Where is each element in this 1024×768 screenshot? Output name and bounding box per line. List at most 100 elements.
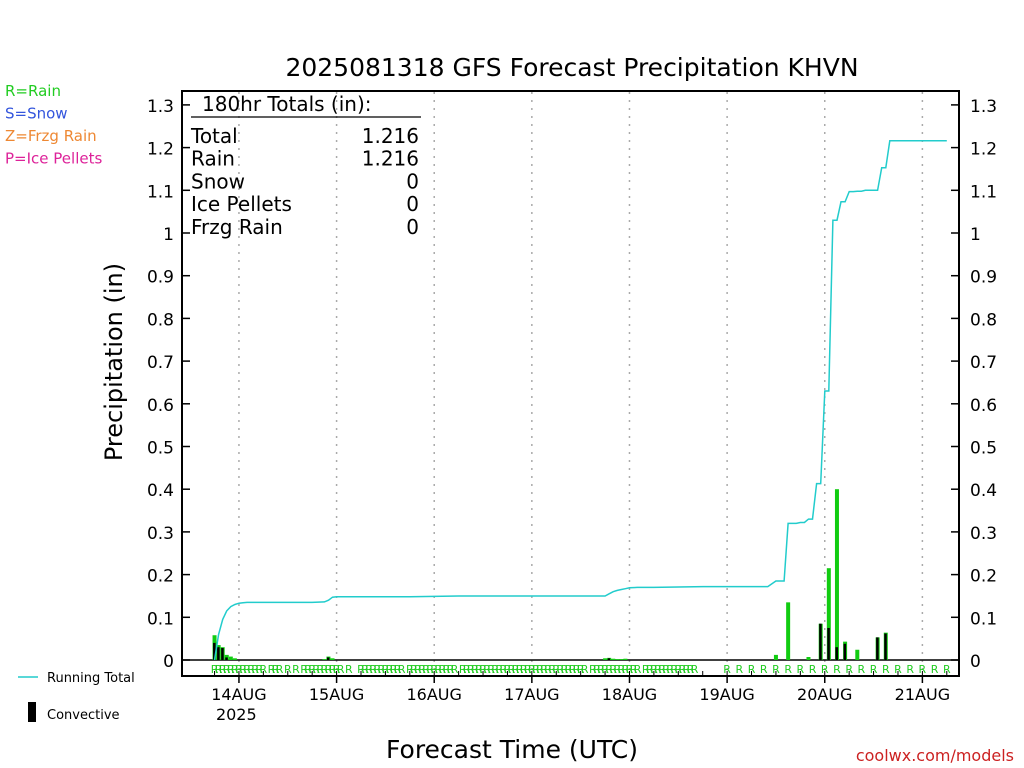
legend-entry: P=Ice Pellets (5, 150, 102, 168)
rain-marker: R (605, 663, 613, 676)
rain-marker: R (500, 663, 508, 676)
rain-marker: R (504, 663, 512, 676)
rain-marker: R (345, 663, 353, 676)
rain-marker: R (211, 663, 219, 676)
rain-marker: R (646, 663, 654, 676)
rain-marker: R (451, 663, 459, 676)
rain-marker: R (552, 663, 560, 676)
precip-type-legend: R=Rain S=Snow Z=Frzg Rain P=Ice Pellets (5, 82, 102, 168)
y-tick-label: 0.6 (970, 396, 997, 416)
totals-row-value: 1.216 (362, 124, 419, 148)
y-tick-label: 0.6 (147, 396, 174, 416)
totals-box: 180hr Totals (in): Total 1.216 Rain 1.216 Sn… (190, 92, 421, 239)
rain-marker: R (321, 663, 329, 676)
x-tick-label: 18AUG (602, 685, 657, 704)
precip-bar (855, 649, 860, 660)
totals-row-value: 0 (406, 192, 419, 216)
rain-marker: R (581, 663, 589, 676)
precip-bar (619, 659, 624, 660)
rain-marker: R (378, 663, 386, 676)
running-total-polyline (213, 140, 947, 661)
totals-row-label: Rain (191, 147, 235, 171)
day-gridlines (238, 92, 924, 675)
plot-frame (181, 90, 960, 677)
convective-bars (213, 623, 887, 660)
rain-marker: R (235, 663, 243, 676)
rain-marker: R (459, 663, 467, 676)
legend-entry: Z=Frzg Rain (5, 127, 97, 145)
rain-marker: R (337, 663, 345, 676)
rain-marker: R (520, 663, 528, 676)
rain-marker: R (219, 663, 227, 676)
rain-marker: R (316, 663, 324, 676)
x-tick-label: 15AUG (309, 685, 364, 704)
rain-marker: R (650, 663, 658, 676)
y-tick-label: 1.3 (970, 97, 997, 117)
rain-marker: R (577, 663, 585, 676)
y-tick-label: 0.8 (147, 310, 174, 330)
rain-marker: R (312, 663, 320, 676)
rain-marker: R (475, 663, 483, 676)
totals-row-label: Snow (191, 169, 245, 193)
x-tick-sublabel: 2025 (216, 705, 257, 724)
y-tick-label: 0.9 (970, 268, 997, 288)
rain-marker: R (626, 663, 634, 676)
rain-marker: R (243, 663, 251, 676)
rain-marker: R (300, 663, 308, 676)
y-tick-label: 0.5 (147, 439, 174, 459)
convective-bar (326, 657, 330, 660)
y-tick-label: 0.7 (147, 353, 174, 373)
precip-bar (806, 657, 811, 660)
y-tick-label: 0 (970, 652, 981, 672)
rain-marker: R (325, 663, 333, 676)
y-tick-label: 1.1 (970, 182, 997, 202)
y-tick-label: 0.4 (970, 481, 997, 501)
y-tick-label: 0.7 (970, 353, 997, 373)
rain-marker: R (642, 663, 650, 676)
rain-marker: R (471, 663, 479, 676)
y-axis-right: 0 0.1 0.2 0.3 0.4 0.5 0.6 0.7 0.8 0.9 1 1.1 1.2 1.3 (951, 97, 997, 672)
rain-marker: R (548, 663, 556, 676)
rain-marker: R (508, 663, 516, 676)
y-tick-label: 0.1 (147, 609, 174, 629)
rain-marker: R (906, 663, 914, 676)
running-total-line (213, 140, 947, 661)
precip-bars (212, 489, 888, 660)
watermark: coolwx.com/models (856, 746, 1014, 765)
rain-marker: R (516, 663, 524, 676)
rain-marker: R (565, 663, 573, 676)
rain-marker: R (215, 663, 223, 676)
x-tick-label: 16AUG (407, 685, 462, 704)
rain-marker: R (569, 663, 577, 676)
rain-marker: R (670, 663, 678, 676)
rain-marker: R (597, 663, 605, 676)
rain-marker: R (223, 663, 231, 676)
rain-marker: R (239, 663, 247, 676)
rain-marker: R (654, 663, 662, 676)
rain-marker: R (268, 663, 276, 676)
rain-marker: R (858, 663, 866, 676)
rain-marker: R (557, 663, 565, 676)
y-tick-label: 1 (970, 225, 981, 245)
rain-marker: R (247, 663, 255, 676)
rain-marker: R (532, 663, 540, 676)
chart-title: 2025081318 GFS Forecast Precipitation KH… (285, 53, 858, 82)
rain-marker: R (593, 663, 601, 676)
precip-bar (330, 658, 335, 660)
rain-marker: R (483, 663, 491, 676)
rain-marker: R (361, 663, 369, 676)
rain-marker: R (373, 663, 381, 676)
convective-bar (843, 643, 847, 660)
rain-marker: R (292, 663, 300, 676)
rain-marker: R (821, 663, 829, 676)
rain-marker: R (276, 663, 284, 676)
rain-marker: R (308, 663, 316, 676)
x-tick-label: 20AUG (797, 685, 852, 704)
y-tick-label: 0.3 (970, 524, 997, 544)
y-tick-label: 0.5 (970, 439, 997, 459)
convective-bar (819, 623, 822, 660)
rain-marker: R (748, 663, 756, 676)
rain-marker: R (251, 663, 259, 676)
